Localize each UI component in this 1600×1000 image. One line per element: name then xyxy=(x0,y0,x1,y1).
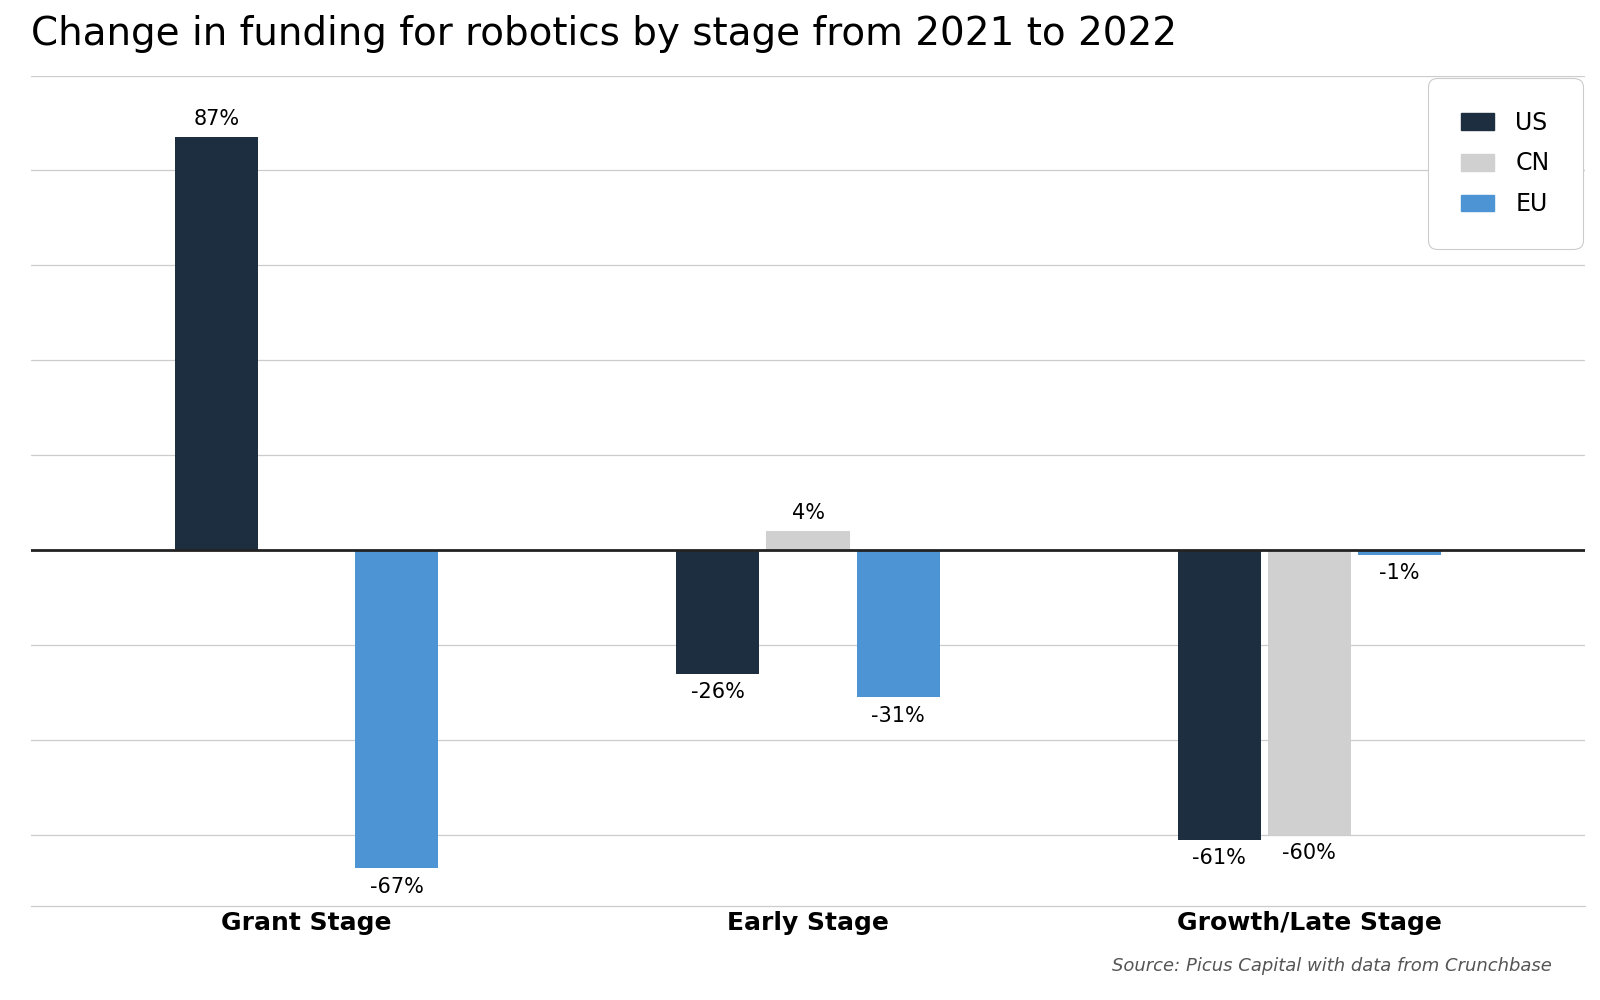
Text: -26%: -26% xyxy=(691,682,744,702)
Text: -61%: -61% xyxy=(1192,848,1246,868)
Text: -67%: -67% xyxy=(370,877,424,897)
Bar xyxy=(677,550,760,674)
Text: 87%: 87% xyxy=(194,109,240,129)
Bar xyxy=(1267,550,1350,835)
Bar xyxy=(1358,550,1442,555)
Text: -1%: -1% xyxy=(1379,563,1419,583)
Text: 4%: 4% xyxy=(792,503,824,523)
Bar xyxy=(766,531,850,550)
Bar xyxy=(355,550,438,868)
Bar xyxy=(1178,550,1261,840)
Bar xyxy=(174,137,258,550)
Legend: US, CN, EU: US, CN, EU xyxy=(1437,87,1573,240)
Text: Change in funding for robotics by stage from 2021 to 2022: Change in funding for robotics by stage … xyxy=(30,15,1178,53)
Text: -31%: -31% xyxy=(872,706,925,726)
Text: Source: Picus Capital with data from Crunchbase: Source: Picus Capital with data from Cru… xyxy=(1112,957,1552,975)
Bar xyxy=(856,550,939,697)
Text: -60%: -60% xyxy=(1282,843,1336,863)
